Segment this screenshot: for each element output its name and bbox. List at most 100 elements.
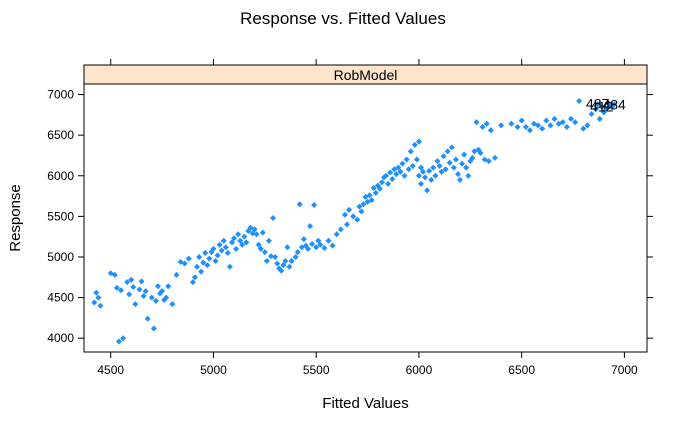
data-point bbox=[434, 158, 441, 165]
data-point bbox=[152, 297, 159, 304]
data-point bbox=[346, 206, 353, 213]
data-point bbox=[142, 288, 149, 295]
data-point bbox=[329, 242, 336, 249]
data-point bbox=[325, 237, 332, 244]
y-tick-label: 4500 bbox=[47, 291, 74, 305]
data-point bbox=[465, 172, 472, 179]
panel-strip-label: RobModel bbox=[334, 67, 398, 83]
data-point bbox=[282, 258, 289, 265]
data-point bbox=[438, 168, 445, 175]
data-point bbox=[117, 287, 124, 294]
y-tick-label: 6000 bbox=[47, 169, 74, 183]
data-point bbox=[473, 119, 480, 126]
data-point bbox=[372, 189, 379, 196]
data-point bbox=[307, 223, 314, 230]
data-point bbox=[270, 215, 277, 221]
data-point bbox=[200, 259, 207, 266]
data-point bbox=[485, 158, 492, 165]
data-point bbox=[522, 124, 529, 131]
chart-title: Response vs. Fitted Values bbox=[240, 9, 446, 28]
data-point bbox=[444, 148, 451, 155]
data-point bbox=[393, 171, 400, 178]
data-point bbox=[97, 302, 104, 309]
data-point bbox=[148, 294, 155, 301]
data-point bbox=[477, 150, 484, 157]
data-point bbox=[278, 267, 285, 274]
data-point bbox=[442, 166, 449, 173]
data-point bbox=[407, 148, 414, 155]
data-point bbox=[144, 315, 151, 322]
panel-strip: RobModel bbox=[83, 64, 648, 85]
data-point bbox=[159, 288, 166, 295]
data-point bbox=[292, 253, 299, 260]
data-point bbox=[514, 124, 521, 131]
data-point bbox=[424, 187, 431, 194]
data-point bbox=[294, 249, 301, 256]
data-point bbox=[417, 180, 424, 187]
plot-frame bbox=[83, 83, 648, 353]
data-point bbox=[233, 245, 240, 252]
data-point bbox=[128, 276, 135, 283]
data-point bbox=[409, 163, 416, 170]
data-point bbox=[440, 153, 447, 160]
point-annotation: 487 bbox=[586, 95, 610, 111]
data-point bbox=[479, 124, 486, 131]
data-point bbox=[93, 289, 100, 296]
data-point bbox=[163, 294, 170, 301]
data-point bbox=[483, 120, 490, 127]
data-point bbox=[383, 172, 390, 179]
data-point bbox=[311, 202, 318, 209]
data-point bbox=[191, 274, 198, 281]
data-point bbox=[212, 258, 219, 265]
data-point bbox=[124, 279, 131, 286]
data-point bbox=[584, 122, 591, 129]
data-point bbox=[598, 103, 605, 110]
data-point bbox=[263, 258, 270, 265]
data-point bbox=[405, 166, 412, 173]
data-point bbox=[563, 124, 570, 131]
data-point bbox=[403, 156, 410, 163]
data-point bbox=[241, 233, 248, 240]
data-point bbox=[267, 253, 274, 260]
data-point bbox=[454, 171, 461, 178]
data-point bbox=[547, 122, 554, 129]
data-point bbox=[140, 292, 147, 299]
data-point bbox=[611, 101, 618, 108]
data-point bbox=[95, 294, 102, 301]
data-point bbox=[602, 106, 609, 113]
data-point bbox=[368, 197, 375, 204]
data-point bbox=[389, 176, 396, 183]
x-tick-label: 6500 bbox=[508, 363, 535, 377]
data-point bbox=[181, 260, 188, 267]
data-point bbox=[580, 125, 587, 132]
data-point bbox=[378, 179, 385, 186]
data-point bbox=[274, 260, 281, 267]
data-point bbox=[165, 283, 172, 290]
data-point bbox=[487, 127, 494, 134]
data-point bbox=[115, 338, 122, 345]
data-point bbox=[315, 237, 322, 244]
data-point bbox=[288, 258, 295, 265]
data-point bbox=[194, 263, 201, 270]
data-point bbox=[356, 203, 363, 210]
data-point bbox=[317, 241, 324, 248]
data-point bbox=[592, 106, 599, 113]
y-tick-label: 5000 bbox=[47, 250, 74, 264]
data-point bbox=[422, 174, 429, 181]
data-point bbox=[358, 208, 365, 215]
data-point bbox=[411, 141, 418, 148]
data-point bbox=[210, 245, 217, 252]
data-point bbox=[265, 237, 272, 244]
data-point bbox=[385, 180, 392, 187]
data-point bbox=[446, 159, 453, 166]
data-point bbox=[461, 151, 468, 158]
data-point bbox=[253, 231, 260, 238]
data-point bbox=[196, 253, 203, 260]
data-point bbox=[309, 240, 316, 247]
data-point bbox=[360, 201, 367, 208]
data-point bbox=[463, 164, 470, 171]
data-point bbox=[91, 299, 98, 306]
data-point bbox=[413, 156, 420, 163]
data-point bbox=[111, 271, 118, 278]
